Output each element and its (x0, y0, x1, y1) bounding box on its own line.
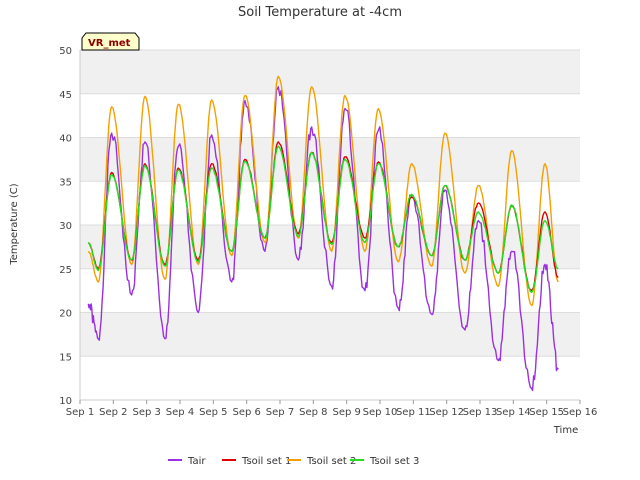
x-tick-label: Sep 13 (463, 407, 498, 418)
legend: Tair Tsoil set 1 Tsoil set 2 Tsoil set 3 (168, 456, 419, 467)
series-line-tair (87, 86, 559, 392)
y-tick-label: 25 (59, 265, 72, 276)
y-tick-label: 45 (59, 90, 72, 101)
x-tick-label: Sep 8 (299, 407, 327, 418)
x-tick-label: Sep 2 (99, 407, 127, 418)
y-tick-label: 50 (59, 46, 72, 57)
x-tick-label: Sep 11 (396, 407, 431, 418)
y-tick-label: 35 (59, 177, 72, 188)
chart-title: Soil Temperature at -4cm (238, 5, 402, 20)
x-tick-label: Sep 9 (332, 407, 360, 418)
plot-band (80, 312, 580, 357)
legend-label: Tsoil set 2 (306, 456, 356, 467)
series-line-tsoil-set-2 (87, 75, 559, 307)
x-tick-label: Sep 4 (166, 407, 194, 418)
y-tick-label: 10 (59, 396, 72, 407)
legend-label: Tsoil set 1 (241, 456, 291, 467)
x-tick-label: Sep 14 (496, 407, 531, 418)
legend-label: Tair (187, 456, 206, 467)
series-layer (87, 75, 559, 392)
badge-shape (81, 32, 140, 51)
legend-label: Tsoil set 3 (369, 456, 419, 467)
x-tick-label: Sep 15 (529, 407, 564, 418)
x-tick-label: Sep 1 (66, 407, 94, 418)
y-tick-label: 15 (59, 352, 72, 363)
x-tick-label: Sep 7 (266, 407, 294, 418)
x-tick-label: Sep 10 (363, 407, 398, 418)
plot-band (80, 137, 580, 182)
y-tick-label: 20 (59, 309, 72, 320)
vr-met-badge: VR_met (81, 32, 140, 51)
x-tick-label: Sep 5 (199, 407, 227, 418)
axes: 10 15 20 25 30 35 40 45 50 Sep 1 Sep 2 Sep 3 Sep 4 Se… (59, 46, 597, 418)
x-axis-label: Time (553, 425, 578, 436)
x-tick-label: Sep 16 (563, 407, 598, 418)
y-tick-label: 30 (59, 221, 72, 232)
plot-band (80, 50, 580, 94)
y-axis-label: Temperature (C) (9, 183, 20, 265)
x-tick-label: Sep 6 (232, 407, 260, 418)
x-tick-label: Sep 12 (429, 407, 464, 418)
series-line-tsoil-set-3 (87, 145, 559, 294)
y-tick-label: 40 (59, 134, 72, 145)
x-tick-label: Sep 3 (132, 407, 160, 418)
badge-text: VR_met (88, 38, 131, 49)
